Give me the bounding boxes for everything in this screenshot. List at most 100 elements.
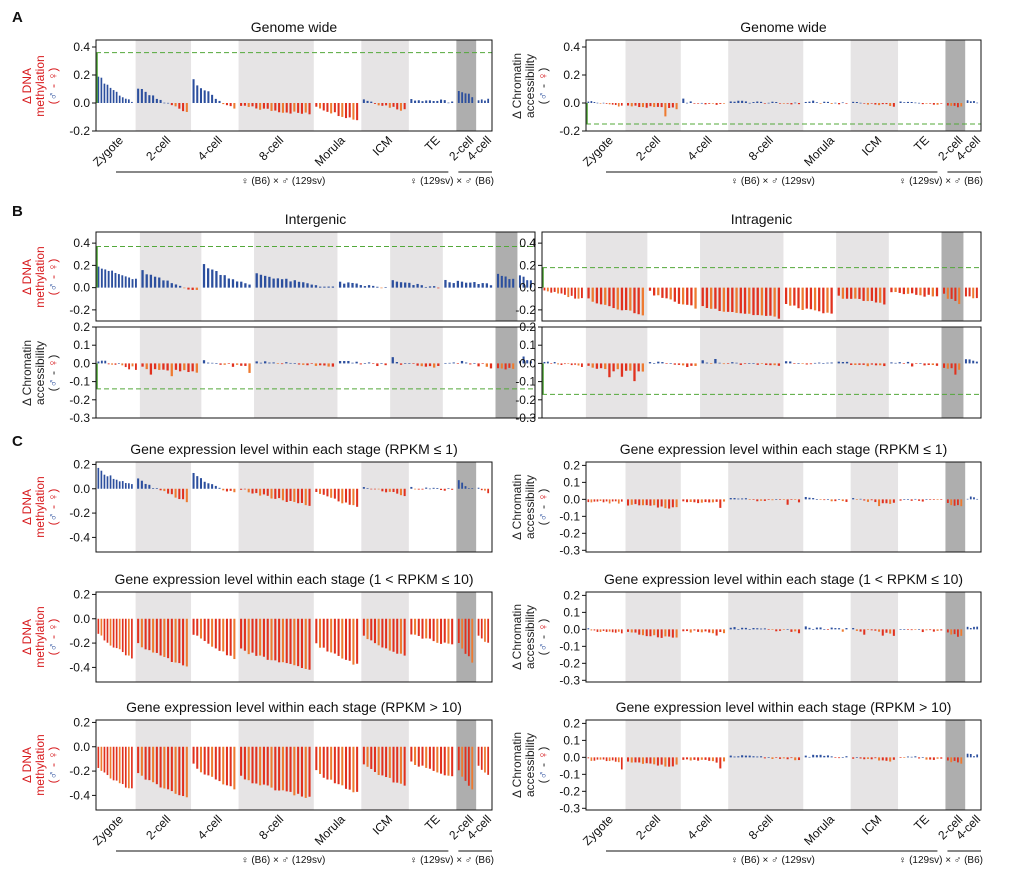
bar [452, 362, 455, 364]
bar [870, 629, 873, 631]
bar [370, 488, 373, 490]
bar [199, 618, 203, 639]
bar [953, 103, 956, 106]
y-tick-label: -0.2 [515, 303, 536, 317]
bar [97, 76, 100, 103]
bar [477, 100, 480, 103]
bar [477, 746, 480, 766]
bar [414, 100, 417, 103]
bar [936, 757, 939, 759]
bar [686, 287, 689, 305]
bar [818, 362, 821, 364]
bar [903, 757, 906, 759]
bar [362, 618, 365, 636]
bar [741, 627, 744, 630]
bar [852, 101, 855, 103]
ylabel-C3-left: Δ DNA methylation (♂ - ♀) [20, 734, 60, 795]
bar [634, 103, 637, 106]
bar [664, 499, 667, 509]
y-tick-label: 0.0 [73, 96, 90, 110]
bar [278, 488, 281, 499]
bar [396, 488, 399, 494]
bar [906, 756, 909, 758]
bar [333, 746, 336, 784]
bar [229, 488, 232, 491]
bar [399, 363, 403, 365]
bar [563, 363, 566, 365]
bar [748, 755, 751, 758]
bar [251, 746, 254, 784]
bar [719, 757, 722, 769]
bar [813, 362, 817, 364]
bar [940, 757, 943, 759]
bar [863, 499, 866, 501]
bar [199, 478, 203, 489]
bar [790, 499, 793, 500]
bar [480, 99, 483, 103]
bar [903, 499, 906, 500]
bar [293, 103, 296, 112]
bar [973, 626, 975, 630]
bar [599, 499, 602, 502]
bar [620, 103, 623, 106]
bar [889, 757, 892, 762]
bar [100, 268, 103, 288]
bar [731, 362, 734, 364]
bar [109, 475, 112, 489]
bar [915, 287, 918, 295]
bar [128, 618, 130, 656]
bar [793, 363, 796, 364]
y-tick-label: 0.0 [73, 356, 90, 370]
bar [399, 282, 403, 288]
bar [247, 746, 250, 781]
bar [128, 746, 130, 789]
bar [664, 103, 667, 117]
bar [178, 746, 181, 796]
bar [297, 488, 300, 504]
bar [461, 92, 464, 103]
bar [477, 487, 480, 489]
bar [641, 363, 644, 372]
bar [211, 618, 214, 647]
bar [637, 363, 640, 372]
bar [786, 499, 789, 505]
bar [399, 103, 402, 111]
bar [587, 287, 590, 299]
bar [656, 629, 659, 638]
stage-label: Zygote [90, 812, 126, 848]
bar [911, 287, 914, 294]
bar [760, 628, 763, 630]
plot-frame [585, 719, 982, 811]
bar [823, 755, 826, 758]
bar [285, 618, 288, 664]
bar [380, 363, 383, 364]
bar [137, 88, 140, 103]
panel-B-intra-acc: -0.3 -0.2 -0.1 0.0 0.1 0.2 [515, 320, 982, 425]
bar [187, 363, 190, 373]
y-tick-label: 0.2 [73, 68, 90, 82]
bar [272, 278, 275, 288]
bar [574, 363, 577, 365]
y-tick-label: 0.2 [73, 587, 90, 601]
bar [121, 746, 124, 785]
bar [946, 287, 949, 299]
bar [744, 498, 747, 500]
bar [235, 281, 239, 288]
bar [863, 629, 866, 635]
y-tick-label: -0.2 [69, 393, 90, 407]
bar [580, 287, 583, 299]
bar [595, 287, 599, 304]
bar [775, 499, 778, 500]
bar [830, 103, 833, 104]
bar [822, 287, 825, 314]
stage-band-6 [390, 232, 443, 321]
bar [710, 287, 713, 309]
bar [859, 629, 862, 632]
bar [737, 100, 740, 103]
bar [155, 98, 158, 103]
bar [174, 363, 178, 370]
bar [790, 757, 793, 759]
y-tick-label: 0.0 [73, 281, 90, 295]
bar [315, 618, 318, 644]
bar [266, 746, 269, 786]
